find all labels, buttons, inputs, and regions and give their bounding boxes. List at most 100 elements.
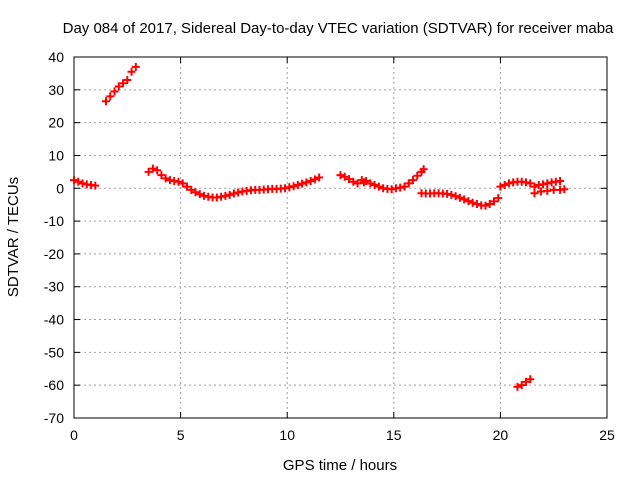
data-point: [513, 382, 522, 391]
data-point: [289, 182, 298, 191]
data-point: [161, 174, 170, 183]
data-point: [131, 62, 140, 71]
series-seg-outlier: [513, 375, 535, 391]
data-point: [500, 180, 509, 189]
series-seg-main-1: [144, 164, 324, 202]
data-point: [472, 200, 481, 209]
series-seg-mid: [379, 165, 428, 194]
y-tick-label: -60: [44, 377, 64, 393]
series-seg-end: [530, 177, 569, 198]
chart-title: Day 084 of 2017, Sidereal Day-to-day VTE…: [63, 20, 614, 37]
data-point: [468, 198, 477, 207]
data-point: [374, 182, 383, 191]
data-point: [485, 200, 494, 209]
x-tick-label: 10: [279, 427, 295, 443]
data-point: [101, 97, 110, 106]
y-tick-label: 40: [48, 49, 64, 65]
data-point: [404, 179, 413, 188]
y-tick-label: -70: [44, 410, 64, 426]
data-point: [362, 177, 371, 186]
data-point: [70, 176, 78, 185]
data-point: [481, 201, 490, 210]
data-point: [521, 377, 530, 386]
y-tick-label: 20: [48, 115, 64, 131]
data-point: [419, 165, 428, 174]
data-point: [225, 190, 234, 199]
data-point: [114, 82, 123, 91]
data-point: [413, 171, 422, 180]
x-tick-label: 25: [599, 427, 615, 443]
data-point: [119, 79, 128, 88]
y-tick-label: -50: [44, 344, 64, 360]
grid-lines: [74, 57, 607, 418]
data-point: [174, 177, 183, 186]
y-tick-label: -20: [44, 246, 64, 262]
data-point: [157, 171, 166, 180]
data-point: [530, 189, 539, 198]
y-tick-label: -40: [44, 312, 64, 328]
series-seg-start: [70, 176, 100, 190]
data-point: [127, 67, 136, 76]
data-point: [182, 182, 191, 191]
x-axis-label: GPS time / hours: [283, 457, 397, 474]
data-point: [560, 185, 569, 194]
series-seg-dip: [417, 189, 503, 210]
data-point: [306, 177, 315, 186]
data-point: [556, 177, 565, 186]
data-point: [408, 176, 417, 185]
data-point: [302, 178, 311, 187]
data-point: [460, 195, 469, 204]
data-point: [366, 179, 375, 188]
series-seg-scatter: [336, 171, 383, 191]
data-point: [494, 194, 503, 203]
data-point: [74, 177, 83, 186]
data-point: [123, 75, 132, 84]
data-point: [526, 179, 535, 188]
x-tick-label: 0: [70, 427, 78, 443]
data-point: [455, 193, 464, 202]
y-tick-label: -30: [44, 279, 64, 295]
data-point: [526, 375, 535, 384]
series-seg-rise: [101, 62, 140, 106]
data-point: [298, 179, 307, 188]
data-point: [293, 180, 302, 189]
series-seg-late: [496, 177, 535, 191]
data-point: [336, 171, 345, 180]
data-point: [464, 197, 473, 206]
x-tick-label: 15: [386, 427, 402, 443]
plot-frame: [73, 56, 608, 419]
y-axis-label: SDTVAR / TECUs: [5, 177, 22, 297]
data-point: [310, 175, 319, 184]
data-point: [345, 175, 354, 184]
data-point: [110, 87, 119, 96]
data-point: [496, 182, 505, 191]
data-point: [349, 177, 358, 186]
data-point: [517, 381, 526, 390]
data-point: [370, 180, 379, 189]
data-point: [148, 164, 157, 173]
data-point: [187, 185, 196, 194]
data-point: [451, 192, 460, 201]
data-point: [191, 188, 200, 197]
y-axis: -70 -60 -50 -40 -30 -20 -10 0 10 20 30 40: [44, 49, 607, 426]
data-point: [178, 179, 187, 188]
data-point: [447, 190, 456, 199]
x-tick-label: 20: [493, 427, 509, 443]
data-point: [106, 92, 115, 101]
data-point: [91, 181, 100, 190]
data-point: [153, 166, 162, 175]
data-point: [490, 197, 499, 206]
x-tick-label: 5: [177, 427, 185, 443]
y-tick-label: -10: [44, 213, 64, 229]
data-point: [340, 172, 349, 181]
data-point: [400, 182, 409, 191]
data-point: [195, 190, 204, 199]
y-tick-label: 30: [48, 82, 64, 98]
y-tick-label: 10: [48, 147, 64, 163]
data-point: [315, 173, 324, 182]
y-tick-label: 0: [56, 180, 64, 196]
x-axis: 0 5 10 15 20 25: [70, 57, 615, 443]
data-point: [144, 167, 153, 176]
data-points: [70, 62, 569, 391]
